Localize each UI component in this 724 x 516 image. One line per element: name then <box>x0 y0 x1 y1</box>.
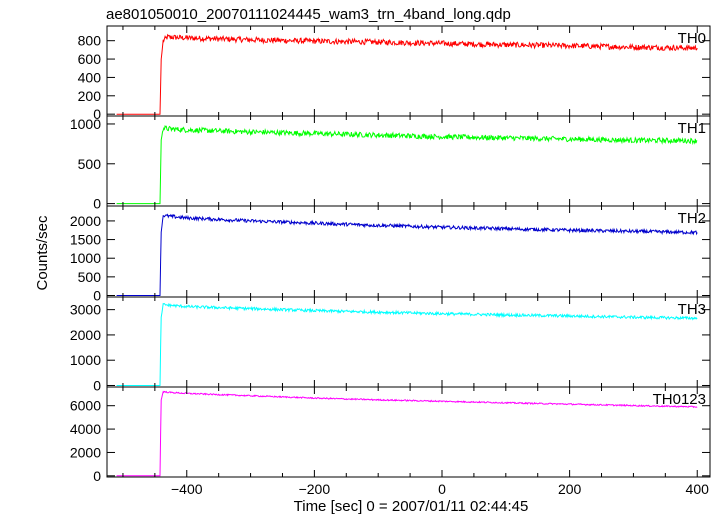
y-tick-label: 200 <box>78 88 102 104</box>
panel-th0: 0 200 400 600 800 TH0 <box>78 25 711 122</box>
x-tick-label: 400 <box>686 481 710 497</box>
x-tick-label: 0 <box>438 481 446 497</box>
panel-frame <box>106 296 711 388</box>
y-tick-label: 1000 <box>70 250 101 266</box>
y-tick-label: 0 <box>93 377 101 393</box>
y-tick-label: 0 <box>93 288 101 304</box>
series-label-th0123: TH0123 <box>653 391 706 408</box>
series-label-th2: TH2 <box>678 210 706 227</box>
panel-frame <box>106 386 711 478</box>
y-tick-label: 0 <box>93 196 101 212</box>
y-tick-label: 3000 <box>70 302 101 318</box>
series-label-th0: TH0 <box>678 30 706 47</box>
series-line-th1 <box>116 124 698 205</box>
y-tick-label: 2000 <box>70 444 101 460</box>
y-tick-label: 6000 <box>70 398 101 414</box>
y-tick-label: 1500 <box>70 232 101 248</box>
series-line-th0123 <box>116 390 698 477</box>
chart-title: ae801050010_20070111024445_wam3_trn_4ban… <box>106 6 511 23</box>
y-tick-label: 400 <box>78 69 102 85</box>
y-tick-label: 1000 <box>70 116 101 132</box>
y-tick-label: 2000 <box>70 213 101 229</box>
series-label-th1: TH1 <box>678 120 706 137</box>
x-tick-label: −200 <box>299 481 331 497</box>
panel-th2: 0 500 1000 1500 2000 TH2 <box>70 205 711 304</box>
y-tick-label: 500 <box>78 269 102 285</box>
y-tick-label: 1000 <box>70 352 101 368</box>
series-line-th2 <box>116 213 698 296</box>
y-tick-label: 0 <box>93 468 101 484</box>
series-label-th3: TH3 <box>678 301 706 318</box>
y-tick-label: 2000 <box>70 327 101 343</box>
x-axis-label: Time [sec] 0 = 2007/01/11 02:44:45 <box>294 498 529 515</box>
y-axis-label: Counts/sec <box>34 215 51 291</box>
x-tick-label: 200 <box>558 481 582 497</box>
panel-th0123: 0 2000 4000 6000 −400 −200 0 200 400 TH0123 <box>70 386 711 497</box>
y-tick-label: 500 <box>78 156 102 172</box>
x-tick-label: −400 <box>171 481 203 497</box>
y-tick-label: 0 <box>93 106 101 122</box>
y-tick-label: 800 <box>78 33 102 49</box>
y-tick-label: 4000 <box>70 421 101 437</box>
panel-frame <box>106 205 711 298</box>
chart-panels: 0 200 400 600 800 TH0 0 500 1000 TH1 0 500 1000 1500 2… <box>70 25 711 497</box>
panel-th1: 0 500 1000 TH1 <box>70 115 711 212</box>
series-line-th0 <box>116 33 698 115</box>
panel-th3: 0 1000 2000 3000 TH3 <box>70 296 711 393</box>
y-tick-label: 600 <box>78 51 102 67</box>
series-line-th3 <box>116 302 698 386</box>
